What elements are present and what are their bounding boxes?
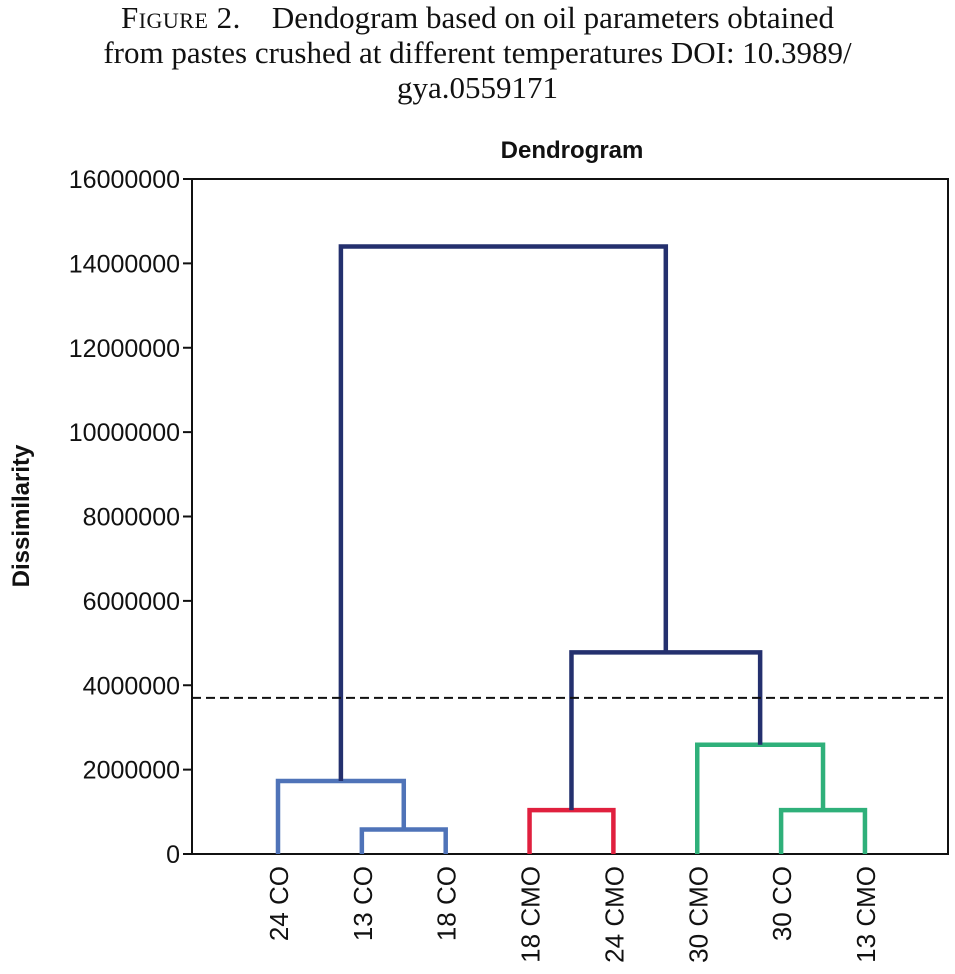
caption-line-3: gya.0559171: [396, 70, 558, 105]
dendrogram-link: [359, 827, 448, 854]
y-tick-label: 14000000: [69, 250, 180, 278]
leaf-label: 30 CMO: [683, 866, 713, 963]
y-tick-label: 10000000: [69, 419, 180, 447]
leaf-label: 13 CMO: [851, 866, 881, 963]
chart-title: Dendrogram: [501, 137, 644, 164]
leaf-labels: 24 CO 13 CO 18 CO 18 CMO 24 CMO 30 CMO 30 CO 13…: [264, 866, 881, 963]
leaf-label: 30 CO: [767, 866, 797, 941]
y-tick-label: 16000000: [69, 166, 180, 194]
leaf-label: 24 CO: [264, 866, 294, 941]
dendrogram-link: [569, 650, 763, 811]
y-tick-label: 2000000: [83, 757, 180, 785]
caption-line-1: Dendogram based on oil parameters obtain…: [271, 0, 835, 35]
leaf-label: 18 CMO: [516, 866, 546, 963]
y-tick-label: 6000000: [83, 588, 180, 616]
dendrogram-link: [338, 244, 669, 782]
y-tick-label: 8000000: [83, 504, 180, 532]
y-axis-label: Dissimilarity: [8, 444, 35, 587]
dendrogram-link: [695, 742, 826, 854]
y-axis: 0 2000000 4000000 6000000 8000000 10000000 120…: [69, 166, 192, 869]
dendrogram-link: [275, 778, 407, 854]
dendrogram-link: [527, 807, 616, 854]
dendrogram-link: [778, 807, 868, 854]
figure-label: Figure 2.: [120, 0, 241, 35]
dendrogram-links: [275, 244, 868, 854]
caption-line-2: from pastes crushed at different tempera…: [103, 35, 852, 70]
leaf-label: 13 CO: [348, 866, 378, 941]
y-tick-label: 4000000: [83, 672, 180, 700]
figure-caption: Figure 2. Dendogram based on oil paramet…: [0, 0, 955, 105]
y-tick-label: 12000000: [69, 335, 180, 363]
leaf-label: 18 CO: [432, 866, 462, 941]
leaf-label: 24 CMO: [599, 866, 629, 963]
y-tick-label: 0: [166, 841, 180, 869]
